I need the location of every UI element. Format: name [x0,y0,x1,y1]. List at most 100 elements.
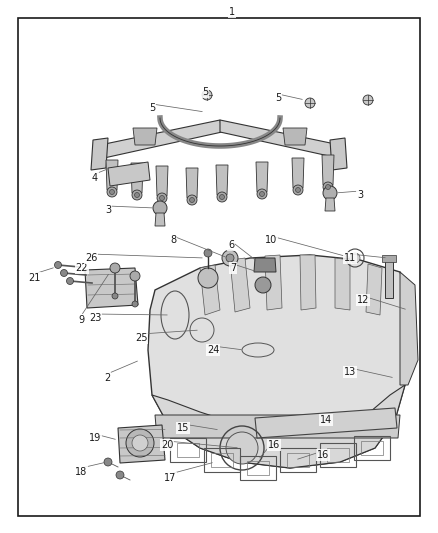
Circle shape [132,301,138,307]
Polygon shape [155,415,400,438]
Circle shape [198,268,218,288]
Polygon shape [254,258,276,272]
Polygon shape [366,264,382,315]
Text: 23: 23 [89,313,101,323]
Polygon shape [108,162,150,186]
Text: 17: 17 [164,473,176,483]
Polygon shape [325,198,335,211]
Polygon shape [100,120,222,158]
Circle shape [132,190,142,200]
Text: 5: 5 [202,87,208,97]
Polygon shape [85,268,138,308]
Polygon shape [256,162,268,192]
Polygon shape [186,168,198,198]
Circle shape [350,253,360,263]
Polygon shape [152,385,405,468]
Polygon shape [155,213,165,226]
Text: 18: 18 [75,467,87,477]
Circle shape [187,195,197,205]
Circle shape [363,95,373,105]
Circle shape [257,189,267,199]
Polygon shape [335,258,350,310]
Text: 26: 26 [85,253,97,263]
Polygon shape [91,138,108,170]
Circle shape [293,185,303,195]
Circle shape [305,98,315,108]
Text: 6: 6 [228,240,234,250]
Circle shape [222,250,238,266]
Text: 7: 7 [230,263,236,273]
Text: 1: 1 [229,7,235,17]
Circle shape [54,262,61,269]
Circle shape [323,186,337,200]
Text: 3: 3 [105,205,111,215]
Text: 4: 4 [92,173,98,183]
Polygon shape [156,166,168,196]
Circle shape [130,271,140,281]
Polygon shape [118,425,165,463]
Circle shape [255,277,271,293]
Polygon shape [300,255,316,310]
Polygon shape [385,258,393,298]
Text: 2: 2 [104,373,110,383]
Polygon shape [292,158,304,188]
Polygon shape [330,138,347,170]
Circle shape [204,249,212,257]
Polygon shape [230,258,250,312]
Circle shape [296,188,300,192]
Polygon shape [265,255,282,310]
Text: 10: 10 [265,235,277,245]
Circle shape [219,195,225,199]
Text: 20: 20 [161,440,173,450]
Text: 9: 9 [78,315,84,325]
Polygon shape [148,255,410,468]
Circle shape [60,270,67,277]
Text: 8: 8 [170,235,176,245]
Polygon shape [216,165,228,195]
Circle shape [325,184,331,190]
Text: 13: 13 [344,367,356,377]
Circle shape [110,263,120,273]
Polygon shape [131,163,143,193]
Polygon shape [220,120,340,158]
Text: 14: 14 [320,415,332,425]
Circle shape [153,201,167,215]
Polygon shape [133,128,157,145]
Text: 5: 5 [275,93,281,103]
Text: 3: 3 [357,190,363,200]
Text: 11: 11 [344,253,356,263]
Circle shape [190,198,194,203]
Polygon shape [200,265,220,315]
Circle shape [112,293,118,299]
Polygon shape [255,408,397,438]
Circle shape [134,192,139,198]
Circle shape [259,191,265,197]
Polygon shape [400,272,418,385]
Text: 16: 16 [268,440,280,450]
Circle shape [126,429,154,457]
Polygon shape [382,255,396,262]
Text: 12: 12 [357,295,369,305]
Text: 19: 19 [89,433,101,443]
Polygon shape [283,128,307,145]
Text: 15: 15 [177,423,189,433]
Circle shape [116,471,124,479]
Polygon shape [322,155,334,185]
Circle shape [104,458,112,466]
Circle shape [157,193,167,203]
Text: 21: 21 [28,273,40,283]
Text: 22: 22 [76,263,88,273]
Polygon shape [106,160,118,190]
Circle shape [323,182,333,192]
Text: 16: 16 [317,450,329,460]
Circle shape [107,187,117,197]
Circle shape [217,192,227,202]
Circle shape [202,90,212,100]
Text: 25: 25 [135,333,147,343]
Circle shape [132,435,148,451]
Circle shape [110,190,114,195]
Circle shape [226,254,234,262]
Text: 5: 5 [149,103,155,113]
Circle shape [67,278,74,285]
Circle shape [159,196,165,200]
